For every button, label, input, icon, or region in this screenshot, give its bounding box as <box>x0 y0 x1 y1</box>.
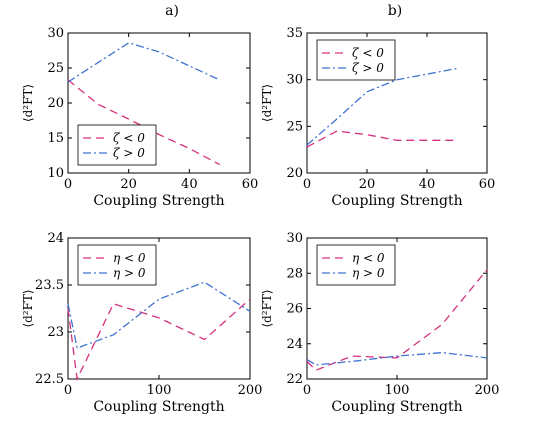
chart-panel-top-left: 0 20 40 60 10 15 20 25 30 Coupling Strength ⟨d²FT⟩… <box>21 26 258 209</box>
chart-panel-bottom-right: 0 100 200 22 24 26 28 30 Coupling Strength ⟨d²FT⟩… <box>260 231 499 415</box>
legend: ζ < 0ζ > 0 <box>316 39 396 81</box>
legend-box <box>77 244 157 286</box>
x-axis-label: Coupling Strength <box>93 193 224 209</box>
legend-label: ζ < 0 <box>352 46 384 60</box>
y-tick-label: 22.5 <box>35 372 64 387</box>
y-tick-label: 24 <box>286 337 303 352</box>
legend-label: ζ < 0 <box>113 131 145 145</box>
legend-label: ζ > 0 <box>352 61 384 75</box>
y-tick-label: 15 <box>47 131 64 146</box>
legend: η < 0η > 0 <box>77 244 157 286</box>
plot-frame <box>306 32 488 174</box>
legend: η < 0η > 0 <box>316 244 396 286</box>
x-tick-label: 20 <box>359 177 376 192</box>
x-tick-label: 40 <box>419 177 436 192</box>
legend-label: η > 0 <box>352 266 385 280</box>
legend-label: η > 0 <box>113 266 146 280</box>
y-tick-label: 28 <box>286 266 303 281</box>
y-axis-label: ⟨d²FT⟩ <box>260 289 274 327</box>
series-line-negative <box>67 79 221 166</box>
x-tick-label: 0 <box>303 177 311 192</box>
y-tick-label: 20 <box>286 166 303 181</box>
x-tick-label: 40 <box>181 177 198 192</box>
y-tick-label: 23 <box>47 325 64 340</box>
legend-label: ζ > 0 <box>113 146 145 160</box>
y-tick-label: 30 <box>47 26 64 41</box>
y-tick-label: 10 <box>47 166 64 181</box>
column-title-a: a) <box>165 3 179 19</box>
y-tick-label: 22 <box>286 372 303 387</box>
series-line-negative <box>67 298 251 382</box>
y-axis-label: ⟨d²FT⟩ <box>260 84 274 122</box>
y-tick-label: 25 <box>286 119 303 134</box>
y-tick-label: 26 <box>286 302 303 317</box>
y-tick-label: 24 <box>47 231 64 246</box>
series-line-negative <box>306 130 457 148</box>
x-tick-label: 200 <box>238 383 263 398</box>
y-tick-label: 20 <box>47 96 64 111</box>
legend-box <box>77 124 157 166</box>
chart-panel-bottom-left: 0 100 200 22.5 23 23.5 24 Coupling Strength ⟨d²F… <box>21 231 262 415</box>
legend: ζ < 0ζ > 0 <box>77 124 157 166</box>
x-tick-label: 200 <box>475 383 500 398</box>
legend-label: η < 0 <box>352 251 385 265</box>
x-tick-label: 0 <box>303 383 311 398</box>
x-tick-label: 60 <box>479 177 496 192</box>
x-axis-label: Coupling Strength <box>331 193 462 209</box>
series-line-positive <box>306 67 458 146</box>
y-tick-label: 35 <box>286 26 303 41</box>
series-line-positive <box>306 351 488 366</box>
x-tick-label: 20 <box>120 177 137 192</box>
x-axis-label: Coupling Strength <box>93 399 224 415</box>
legend-box <box>316 244 396 286</box>
column-title-b: b) <box>388 3 402 19</box>
x-tick-label: 0 <box>64 177 72 192</box>
x-tick-label: 60 <box>242 177 259 192</box>
y-axis-label: ⟨d²FT⟩ <box>21 289 35 327</box>
y-tick-label: 30 <box>286 231 303 246</box>
y-tick-label: 25 <box>47 61 64 76</box>
series-line-positive <box>67 42 220 83</box>
y-tick-label: 30 <box>286 73 303 88</box>
x-axis-label: Coupling Strength <box>331 399 462 415</box>
y-axis-label: ⟨d²FT⟩ <box>21 84 35 122</box>
x-tick-label: 0 <box>64 383 72 398</box>
y-tick-label: 23.5 <box>35 278 64 293</box>
x-tick-label: 100 <box>147 383 172 398</box>
x-tick-label: 100 <box>385 383 410 398</box>
legend-label: η < 0 <box>113 251 146 265</box>
legend-box <box>316 39 396 81</box>
series-line-positive <box>67 281 251 349</box>
